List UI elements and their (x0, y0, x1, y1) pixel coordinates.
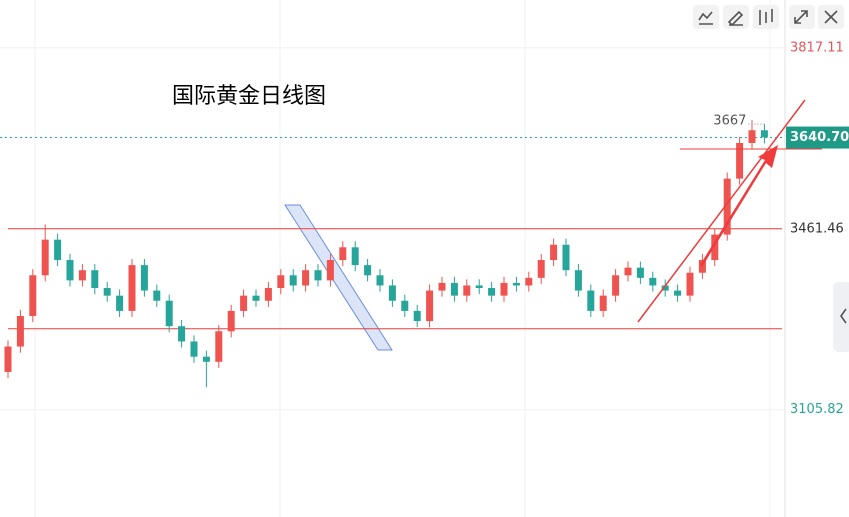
candle-body (562, 244, 570, 271)
candle-body (450, 282, 458, 296)
candle-body (413, 310, 421, 322)
last-price-box (786, 126, 849, 149)
candle-body (612, 275, 620, 296)
candle-body (240, 295, 248, 311)
candle-body (438, 282, 446, 291)
candle-body (388, 285, 396, 301)
candle-body (326, 260, 334, 281)
candle-body (401, 300, 409, 311)
candle-body (264, 288, 272, 301)
candle-body (116, 295, 124, 311)
candle-body (153, 290, 161, 301)
candle-body (165, 300, 173, 327)
candle-body (215, 331, 223, 362)
candle-body (512, 282, 520, 286)
y-tick-label: 3105.82 (790, 402, 844, 417)
candle-body (54, 239, 62, 261)
candle-body (587, 290, 595, 311)
candle-body (351, 247, 359, 266)
candle-body (78, 270, 86, 281)
chart-title: 国际黄金日线图 (172, 84, 326, 109)
candle-body (339, 247, 347, 261)
candle-body (41, 239, 49, 276)
candle-body (29, 275, 37, 317)
candle-body (748, 130, 756, 143)
candle-body (624, 267, 632, 276)
candle-body (475, 285, 483, 289)
candle-body (698, 260, 706, 273)
trend-line (637, 99, 806, 323)
candle-body (178, 326, 186, 342)
candle-body (723, 178, 731, 235)
candle-body (426, 290, 434, 322)
candle-body (500, 282, 508, 296)
candle-body (302, 270, 310, 286)
candle-body (525, 277, 533, 286)
candle-body (128, 265, 136, 311)
candle-body (537, 260, 545, 278)
candle-body (711, 234, 719, 261)
candle-body (202, 356, 210, 362)
candle-body (574, 270, 582, 291)
candle-body (91, 270, 99, 289)
candle-body (463, 285, 471, 296)
candle-body (661, 285, 669, 291)
high-annotation: 3667 (713, 114, 746, 129)
candle-body (16, 316, 24, 347)
candle-body (636, 267, 644, 278)
candle-body (314, 270, 322, 281)
candle-body (66, 260, 74, 281)
candle-body (289, 275, 297, 286)
candle-body (4, 346, 12, 372)
candle-body (649, 277, 657, 286)
candle-body (103, 288, 111, 296)
candle-body (277, 275, 285, 289)
y-tick-label: 3461.46 (790, 221, 844, 236)
candle-body (140, 265, 148, 291)
grid-v (34, 0, 771, 517)
candle-body (488, 288, 496, 296)
candle-body (190, 341, 198, 357)
candle-body (686, 272, 694, 296)
candle-body (599, 295, 607, 311)
y-tick-label: 3817.11 (790, 40, 844, 55)
channel-drawing (284, 204, 393, 351)
candle-body (252, 295, 260, 301)
candle-body (364, 265, 372, 276)
side-toggle-icon (840, 308, 847, 324)
candle-body (550, 244, 558, 261)
toolbar (693, 5, 844, 29)
candle-body (227, 310, 235, 332)
candle-body (760, 130, 768, 138)
arrow (700, 145, 778, 267)
candle-body (674, 290, 682, 296)
candle-body (376, 275, 384, 286)
candle-body (736, 142, 744, 179)
last-price-label: 3640.70 (790, 130, 849, 145)
